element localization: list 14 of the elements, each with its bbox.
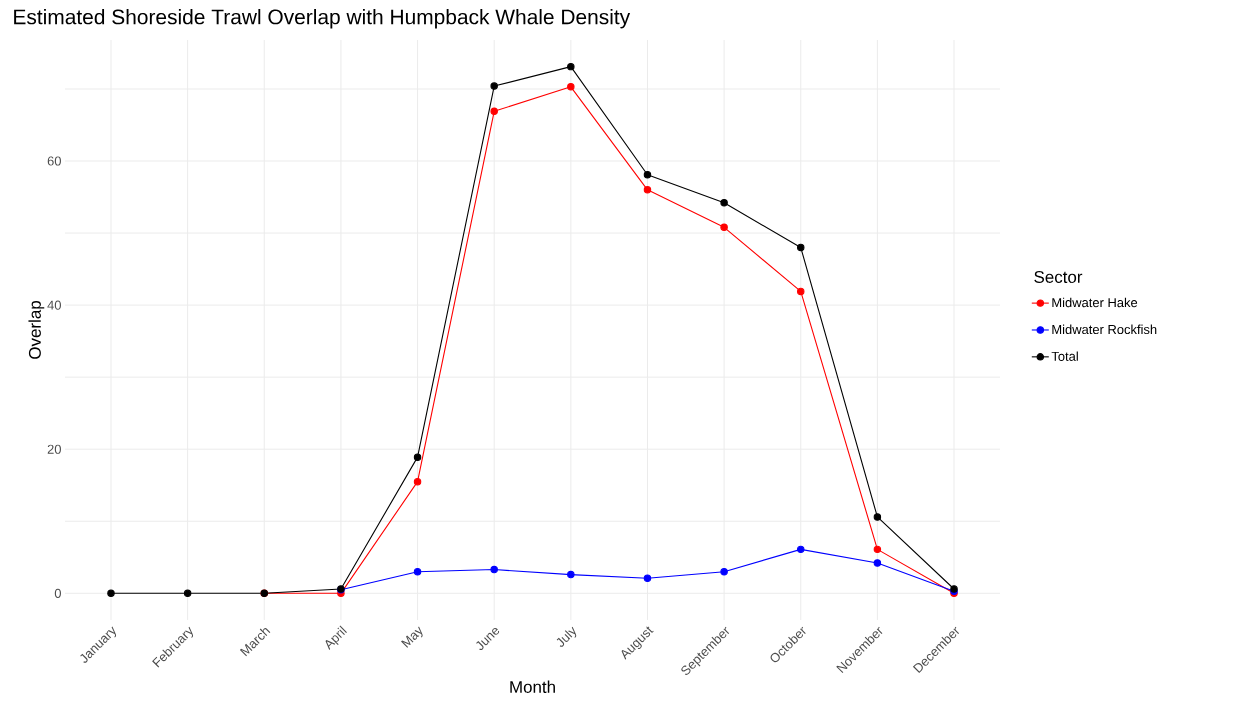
- legend-label: Midwater Hake: [1052, 297, 1138, 308]
- chart-title: Estimated Shoreside Trawl Overlap with Humpback Whale Density: [14, 8, 631, 29]
- legend-title: Sector: [1034, 270, 1083, 283]
- x-tick-label: July: [556, 626, 577, 647]
- legend-label: Midwater Rockfish: [1052, 324, 1157, 335]
- x-tick-label: May: [401, 626, 423, 648]
- legend-label: Total: [1051, 351, 1078, 361]
- x-tick-label: June: [476, 627, 500, 651]
- y-tick-label: 0: [54, 588, 61, 598]
- y-tick-label: 60: [47, 156, 61, 166]
- y-tick-label: 40: [47, 300, 61, 310]
- x-axis-title: Month: [510, 680, 555, 693]
- y-tick-label: 20: [47, 444, 61, 454]
- y-axis-title: Overlap: [28, 301, 45, 359]
